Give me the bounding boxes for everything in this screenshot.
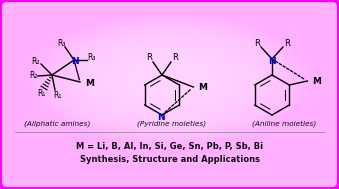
Text: R₃: R₃ — [88, 53, 96, 63]
Text: R: R — [146, 53, 152, 63]
Ellipse shape — [36, 18, 304, 142]
Text: M: M — [198, 83, 207, 91]
Text: N: N — [268, 57, 276, 66]
Text: R: R — [172, 53, 178, 63]
Text: R₃: R₃ — [58, 39, 66, 47]
FancyBboxPatch shape — [2, 2, 337, 187]
Text: (Aliphatic amines): (Aliphatic amines) — [24, 121, 90, 127]
Text: N: N — [157, 114, 165, 122]
Text: (Pyridine moieties): (Pyridine moieties) — [137, 121, 206, 127]
Text: R₂: R₂ — [29, 71, 37, 81]
Text: R: R — [284, 40, 290, 49]
Text: N: N — [71, 57, 79, 66]
Ellipse shape — [41, 20, 299, 140]
Text: R₂: R₂ — [32, 57, 40, 66]
Ellipse shape — [47, 23, 293, 137]
Text: (Aniline moieties): (Aniline moieties) — [252, 121, 316, 127]
Text: M: M — [85, 78, 94, 88]
Text: R₁: R₁ — [53, 91, 61, 99]
Ellipse shape — [30, 15, 310, 145]
Ellipse shape — [53, 25, 287, 135]
Text: R₁: R₁ — [37, 88, 45, 98]
Text: M: M — [312, 77, 321, 85]
Text: R: R — [254, 40, 260, 49]
Text: Synthesis, Structure and Applications: Synthesis, Structure and Applications — [80, 156, 260, 164]
Text: M = Li, B, Al, In, Si, Ge, Sn, Pb, P, Sb, Bi: M = Li, B, Al, In, Si, Ge, Sn, Pb, P, Sb… — [76, 143, 263, 152]
